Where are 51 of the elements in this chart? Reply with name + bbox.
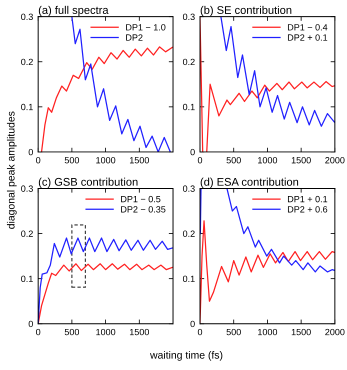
y-tick-label: 0 [28, 320, 33, 328]
legend-label: DP1 + 0.1 [288, 196, 328, 202]
x-tick-label: 1500 [292, 157, 311, 164]
chart-title: (c) GSB contribution [38, 178, 138, 188]
y-tick-label: 0.1 [21, 104, 33, 110]
y-tick-label: 0.2 [182, 230, 195, 237]
line-series [220, 16, 335, 127]
y-tick-label: 0.2 [182, 58, 195, 66]
y-axis-title: diagonal peak amplitudes [6, 112, 17, 229]
x-tick-label: 1000 [96, 328, 116, 336]
line-series [71, 16, 171, 152]
x-tick-label: 0 [198, 328, 202, 336]
y-tick-label: 0 [28, 148, 33, 156]
legend-label: DP2 + 0.1 [288, 34, 328, 41]
legend-label: DP1 − 0.4 [288, 24, 328, 31]
chart-title: (a) full spectra [38, 6, 109, 16]
x-tick-label: 500 [226, 157, 241, 164]
legend-label: DP1 − 1.0 [126, 24, 166, 31]
y-tick-label: 0.3 [182, 14, 195, 20]
legend-label: DP2 [126, 34, 143, 41]
y-tick-label: 0.1 [182, 104, 195, 110]
x-tick-label: 1500 [130, 328, 149, 336]
legend-label: DP2 − 0.35 [121, 206, 166, 213]
y-tick-label: 0 [190, 148, 195, 156]
x-tick-label: 1000 [258, 328, 278, 336]
y-tick-label: 0.3 [21, 14, 33, 20]
x-tick-label: 0 [36, 157, 40, 164]
x-tick-label: 0 [198, 157, 202, 164]
x-tick-label: 500 [64, 328, 80, 336]
x-tick-label: 2000 [325, 328, 345, 336]
y-tick-label: 0.1 [21, 276, 33, 282]
legend-label: DP2 + 0.6 [288, 206, 328, 213]
chart-title: (d) ESA contribution [200, 178, 298, 188]
x-tick-label: 1500 [130, 157, 149, 164]
x-axis-title: waiting time (fs) [150, 351, 222, 361]
x-tick-label: 1000 [258, 157, 278, 164]
x-tick-label: 0 [36, 328, 40, 336]
y-tick-label: 0.3 [182, 185, 195, 192]
x-tick-label: 500 [64, 157, 80, 164]
line-series [40, 46, 173, 152]
chart-title: (b) SE contribution [200, 6, 292, 16]
y-tick-label: 0.3 [21, 185, 33, 192]
y-tick-label: 0 [190, 320, 195, 328]
legend-label: DP1 − 0.5 [121, 196, 160, 202]
x-tick-label: 2000 [325, 157, 345, 164]
x-tick-label: 1000 [96, 157, 116, 164]
y-tick-label: 0.2 [21, 230, 33, 237]
x-tick-label: 500 [226, 328, 241, 336]
y-tick-label: 0.1 [182, 276, 195, 282]
y-tick-label: 0.2 [21, 58, 33, 66]
x-tick-label: 1500 [292, 328, 311, 336]
